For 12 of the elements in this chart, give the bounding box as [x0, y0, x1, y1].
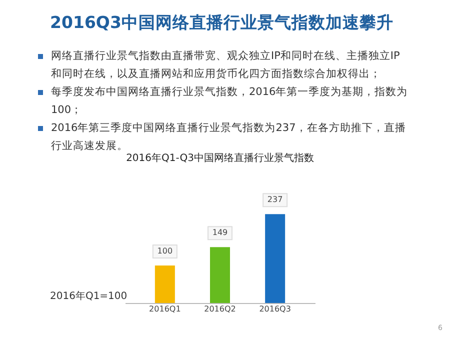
- text: 2016年第三季度中国网络直播行业景气指数为237，在各方助推下，直播行业高速发展。: [50, 121, 407, 152]
- text: 每季度发布中国网络直播行业景气指数，2016年第一季度为基期，指数为100；: [50, 85, 408, 118]
- x-tick-label: 2016Q2: [204, 304, 236, 314]
- data-label: 237: [267, 195, 283, 204]
- x-tick-label: 2016Q1: [149, 304, 181, 314]
- text: 网络直播行业景气指数由直播带宽、观众独立IP和同时在线、主播独立IP和同时在线，以及直播网站和应用货币化四方面指数综合加权得出；: [50, 49, 401, 82]
- data-label: 100: [157, 246, 173, 256]
- chart-title: 2016Q3中国网络直播行业景气指数加速攀升: [50, 12, 394, 34]
- data-label: 149: [212, 228, 228, 238]
- annotation: 2016年Q1=100: [50, 290, 128, 303]
- x-tick-label: 2016Q3: [259, 304, 291, 314]
- chart-subtitle: 2016年Q1-Q3中国网络直播行业景气指数: [126, 152, 314, 164]
